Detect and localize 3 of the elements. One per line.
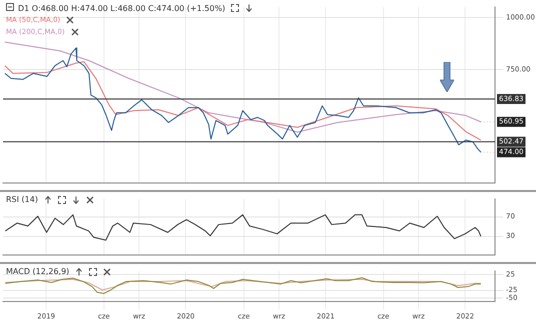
chart-title: MACD (12,26,9) xyxy=(6,267,70,276)
chart-title: D1 O:468.00 H:474.00 L:468.00 C:474.00 (+1.50%) xyxy=(18,4,226,12)
chart-title: RSI (14) xyxy=(6,195,38,204)
